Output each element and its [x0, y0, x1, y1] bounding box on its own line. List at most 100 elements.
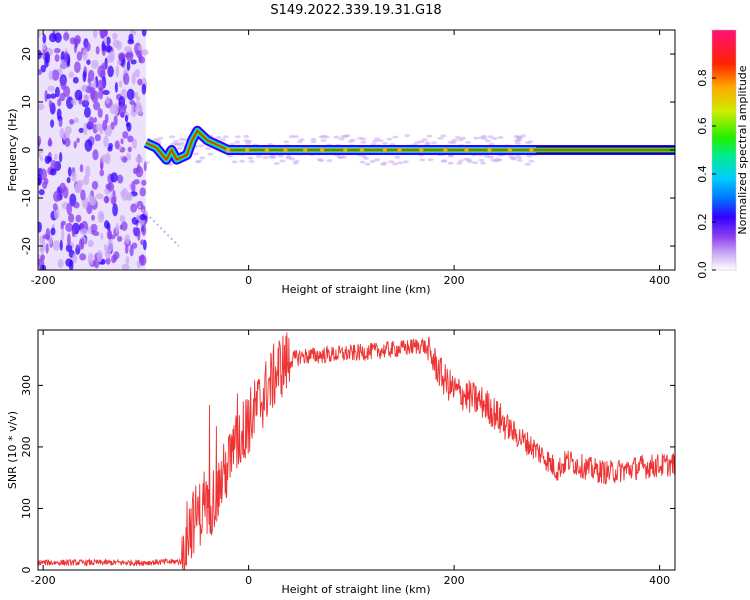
noise-blob	[74, 61, 81, 73]
noise-blob	[42, 34, 47, 44]
ridge-halo-blob	[199, 156, 206, 160]
noise-blob	[54, 54, 60, 62]
ridge-halo-blob	[508, 155, 515, 159]
ridge-halo-blob	[247, 156, 254, 160]
x-tick-label: 0	[245, 274, 252, 287]
noise-blob	[79, 253, 87, 261]
noise-blob	[40, 64, 47, 73]
noise-blob	[71, 171, 77, 182]
colorbar: 0.0 0.2 0.4 0.6 0.8 Normalized spectral ampl…	[696, 29, 749, 279]
noise-blob	[103, 35, 108, 45]
snr-y-axis-label: SNR (10 * v/v)	[6, 411, 19, 489]
noise-blob	[118, 104, 127, 116]
ridge-halo-blob	[316, 158, 323, 162]
noise-blob	[105, 96, 110, 105]
ridge-halo-blob	[285, 155, 292, 159]
ridge-halo-blob	[222, 135, 229, 139]
ridge-halo-blob	[340, 155, 347, 159]
ridge-peak-dot	[283, 147, 288, 153]
noise-blob	[130, 59, 137, 65]
ridge-halo-blob	[326, 159, 333, 163]
ridge-core	[145, 130, 675, 161]
noise-blob	[124, 244, 129, 255]
noise-blob	[141, 224, 147, 236]
noise-blob	[74, 117, 79, 124]
noise-blob	[82, 94, 90, 101]
noise-blob	[105, 36, 111, 46]
x-tick-label: 400	[649, 274, 670, 287]
x-tick-label: -200	[31, 574, 56, 587]
ridge-halo-blob	[283, 140, 290, 144]
noise-blob	[133, 179, 140, 185]
ridge-halo-blob	[465, 140, 472, 144]
noise-blob	[114, 140, 120, 150]
x-tick-label: -200	[31, 274, 56, 287]
ridge-halo-blob	[374, 158, 381, 162]
x-tick-label: 0	[245, 574, 252, 587]
noise-blob	[90, 223, 98, 233]
noise-blob	[105, 257, 111, 265]
noise-blob	[38, 189, 45, 196]
ridge-halo-blob	[228, 142, 235, 146]
noise-blob	[100, 232, 104, 240]
ridge-halo-blob	[457, 159, 464, 163]
snr-plot-area	[38, 330, 675, 570]
ridge-halo-blob	[310, 140, 317, 144]
noise-blob	[112, 189, 116, 197]
noise-blob	[91, 180, 99, 190]
ridge-halo-blob	[310, 137, 317, 141]
noise-blob	[38, 49, 42, 60]
noise-blob	[136, 200, 144, 210]
noise-blob	[38, 258, 45, 267]
ridge-halo-blob	[386, 137, 393, 141]
noise-blob	[75, 214, 82, 223]
noise-blob	[65, 222, 73, 232]
noise-blob	[94, 134, 101, 142]
noise-blob	[46, 156, 53, 163]
noise-blob	[65, 244, 73, 253]
ridge-peak-dot	[382, 147, 388, 153]
noise-blob	[114, 82, 119, 93]
ridge-halo-blob	[172, 139, 179, 143]
noise-blob	[130, 203, 138, 213]
ridge-peak-dot	[244, 147, 250, 153]
noise-blob	[44, 89, 48, 102]
ridge-peak-dot	[319, 147, 325, 153]
spectrogram-panel: -200 0 200 400 -20 -10 0 10 20 Height of straig…	[6, 29, 676, 296]
noise-blob	[44, 51, 51, 64]
noise-blob	[103, 135, 109, 148]
noise-blob	[39, 155, 44, 162]
noise-blob	[125, 256, 130, 265]
noise-blob	[138, 54, 143, 63]
noise-blob	[131, 72, 136, 85]
noise-blob	[89, 86, 96, 100]
noise-blob	[139, 214, 147, 221]
noise-blob	[103, 30, 109, 37]
noise-blob	[116, 235, 123, 242]
noise-blob	[127, 135, 134, 143]
ridge-halo-blob	[451, 138, 458, 142]
noise-blob	[87, 77, 91, 84]
ridge-halo-blob	[440, 159, 447, 163]
ridge-halo-blob	[215, 136, 222, 140]
ridge-halo-blob	[320, 134, 327, 138]
ridge-peak-dot	[419, 147, 424, 153]
ridge-peak-dot	[464, 147, 469, 153]
ridge-halo-blob	[516, 136, 523, 140]
noise-blob	[42, 234, 50, 240]
noise-blob	[72, 253, 78, 264]
noise-blob	[122, 131, 129, 139]
ridge-halo-blob	[494, 157, 501, 161]
noise-blob	[113, 115, 118, 127]
ridge-halo-blob	[279, 159, 286, 163]
noise-blob	[92, 149, 99, 161]
spectrogram-y-axis-label: Frequency (Hz)	[6, 109, 19, 192]
ridge-halo-blob	[288, 135, 295, 139]
ridge-halo-blob	[479, 161, 486, 165]
ridge-halo-blob	[394, 155, 401, 159]
noise-blob	[132, 227, 137, 234]
noise-blob	[109, 104, 117, 115]
noise-blob	[123, 73, 130, 85]
ridge-halo-blob	[392, 135, 399, 139]
noise-blob	[47, 85, 55, 92]
